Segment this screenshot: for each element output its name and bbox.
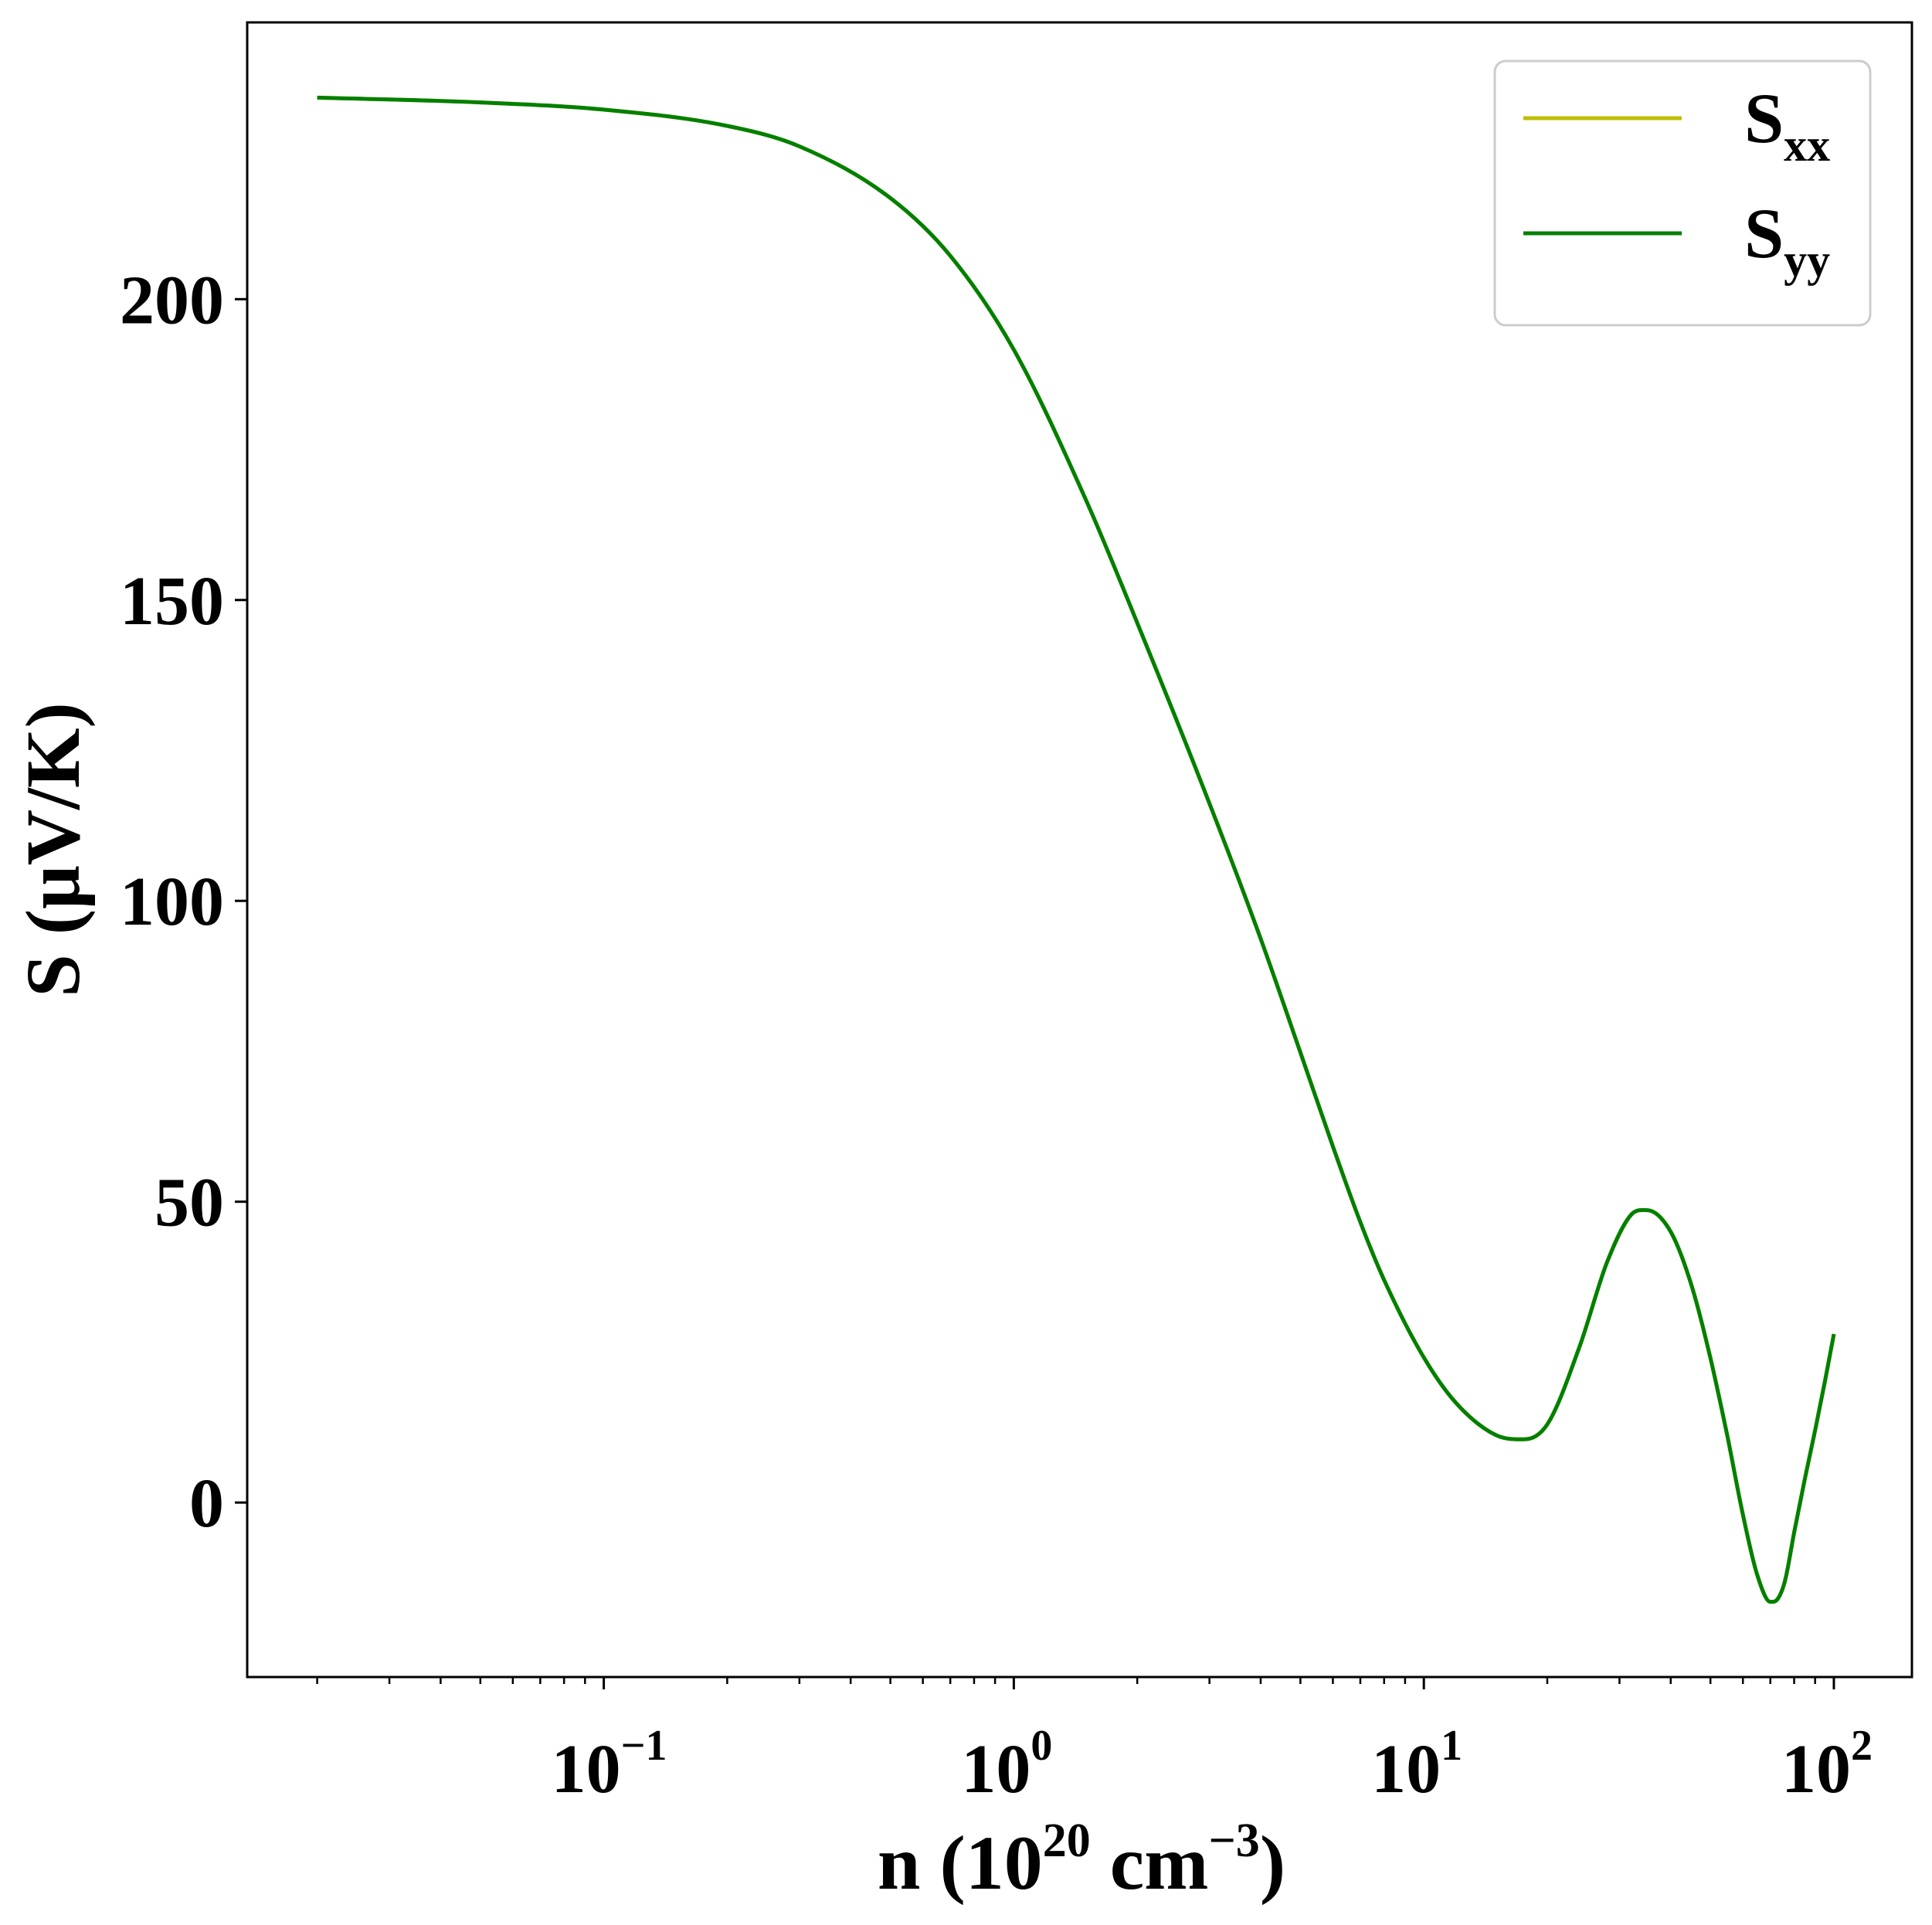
legend-label-sxx: Sxx	[1744, 79, 1830, 171]
x-axis-label-sup1: 20	[1043, 1815, 1091, 1867]
x-axis-ticks: 10−1 100 101 102	[316, 1677, 1873, 1808]
x-axis-label-main: n (10	[878, 1820, 1043, 1906]
x-tick-exponent: 1	[1441, 1722, 1462, 1770]
y-tick-label: 100	[120, 864, 224, 940]
y-axis-ticks: 0 50 100 150 200	[120, 262, 247, 1542]
legend-label-syy: Syy	[1744, 194, 1830, 286]
y-tick-label: 150	[120, 563, 224, 640]
legend-label-syy-sub: yy	[1784, 235, 1830, 286]
x-tick-exponent: 0	[1031, 1722, 1052, 1770]
x-tick-label: 101	[1371, 1722, 1462, 1808]
x-tick-exponent: 2	[1851, 1722, 1873, 1770]
x-axis-label-mid: cm	[1091, 1820, 1209, 1906]
series-line-syy	[317, 95, 1836, 1604]
legend-label-sxx-sub: xx	[1784, 120, 1830, 171]
y-tick-label: 50	[154, 1165, 224, 1241]
x-tick-exponent: −1	[621, 1722, 667, 1770]
series-layer	[317, 95, 1836, 1604]
legend-frame	[1493, 59, 1872, 327]
y-tick-label: 0	[189, 1465, 224, 1542]
x-tick-base: 10	[1781, 1731, 1851, 1808]
x-tick-base: 10	[961, 1731, 1031, 1808]
x-axis-label: n (1020 cm−3)	[878, 1815, 1285, 1906]
legend-label-syy-main: S	[1744, 194, 1784, 273]
legend: Sxx Syy	[1493, 59, 1872, 327]
x-tick-base: 10	[552, 1731, 621, 1808]
x-tick-label: 10−1	[552, 1722, 667, 1808]
x-tick-base: 10	[1371, 1731, 1441, 1808]
x-axis-label-end: )	[1260, 1820, 1285, 1906]
plot-frame	[246, 21, 1913, 1679]
x-tick-label: 102	[1781, 1722, 1873, 1808]
y-tick-label: 200	[120, 262, 224, 338]
legend-label-sxx-main: S	[1744, 79, 1784, 158]
y-axis-label: S (μV/K)	[10, 702, 96, 997]
x-axis-label-sup2: −3	[1208, 1815, 1259, 1867]
x-tick-label: 100	[961, 1722, 1052, 1808]
